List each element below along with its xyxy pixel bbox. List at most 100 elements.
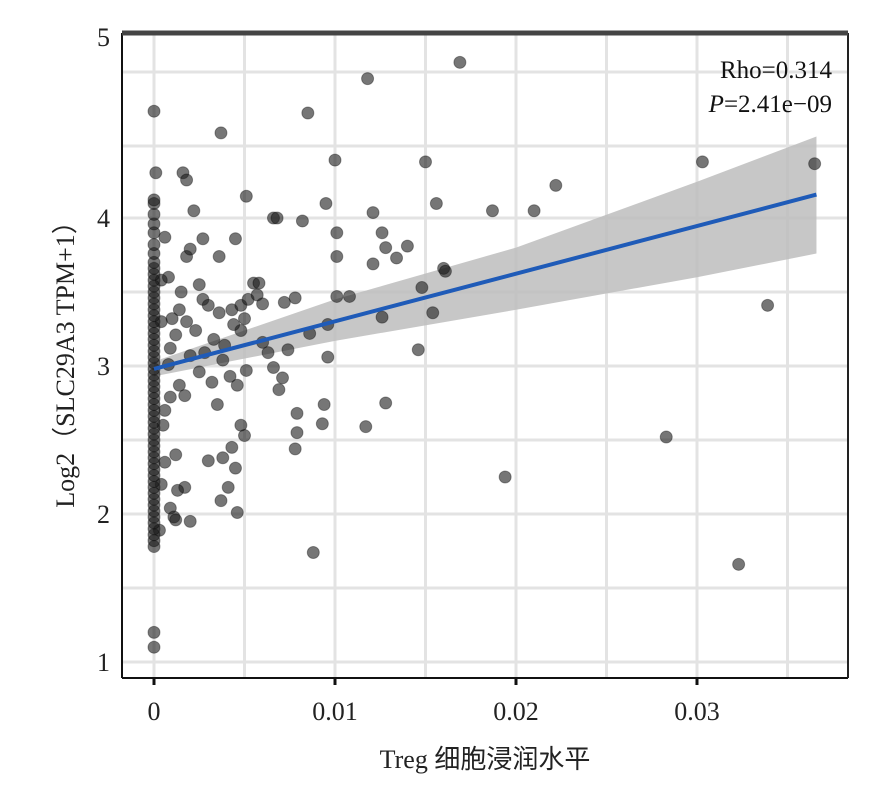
data-point [158, 455, 172, 469]
data-point [216, 451, 230, 465]
data-point [375, 226, 389, 240]
p-annotation: P=2.41e−09 [708, 91, 832, 118]
data-point [252, 276, 266, 290]
data-point [180, 173, 194, 187]
data-point [147, 640, 161, 654]
plot-frame [121, 30, 849, 679]
data-point [174, 285, 188, 299]
data-point [288, 291, 302, 305]
data-point [361, 72, 375, 86]
data-point [147, 104, 161, 118]
data-point [216, 353, 230, 367]
data-point [276, 371, 290, 385]
data-point [147, 193, 161, 207]
data-point [306, 545, 320, 559]
data-point [180, 315, 194, 329]
data-point [498, 470, 512, 484]
data-point [315, 417, 329, 431]
data-point [272, 383, 286, 397]
data-point [277, 295, 291, 309]
data-point [250, 288, 264, 302]
data-point [527, 204, 541, 218]
data-point [192, 278, 206, 292]
data-point [183, 242, 197, 256]
data-point [549, 178, 563, 192]
data-point [659, 430, 673, 444]
data-point [761, 298, 775, 312]
data-point [238, 312, 251, 326]
x-tick-label: 0.01 [312, 697, 358, 726]
data-point [366, 257, 380, 271]
data-point [732, 557, 746, 571]
data-point [390, 251, 404, 265]
data-point [158, 230, 172, 244]
data-point [169, 328, 183, 342]
p-value: =2.41e−09 [724, 91, 832, 118]
data-point [366, 206, 380, 220]
y-tick-label: 1 [97, 648, 110, 677]
data-point [290, 426, 304, 440]
data-point [328, 153, 342, 167]
y-tick-label: 4 [97, 204, 110, 233]
data-point [205, 375, 219, 389]
data-point [207, 332, 221, 346]
data-point [189, 323, 203, 337]
data-point [270, 211, 284, 225]
data-point [192, 365, 206, 379]
data-point [230, 378, 244, 392]
rho-annotation: Rho=0.314 [720, 57, 833, 84]
data-point [163, 390, 177, 404]
data-point [415, 281, 429, 295]
data-point [228, 232, 242, 246]
data-point [330, 226, 344, 240]
regression-line [153, 192, 817, 371]
data-point [261, 346, 275, 360]
data-point [295, 214, 309, 228]
data-point [342, 289, 356, 303]
x-axis-title: Treg 细胞浸润水平 [380, 745, 591, 774]
data-point [147, 207, 161, 221]
data-point [201, 454, 215, 468]
data-point [317, 397, 331, 411]
y-tick-label: 2 [97, 500, 110, 529]
data-point [695, 155, 709, 169]
data-point [158, 403, 172, 417]
data-point [212, 306, 226, 320]
data-point [171, 483, 185, 497]
data-point [266, 360, 280, 374]
y-tick-label: 3 [97, 352, 110, 381]
data-point [183, 514, 197, 528]
data-point [172, 303, 186, 317]
y-axis: 1 2 3 4 5 [97, 23, 110, 677]
data-point [210, 397, 224, 411]
x-axis: 0 0.01 0.02 0.03 [148, 678, 720, 726]
data-point [196, 232, 210, 246]
data-point [319, 197, 333, 211]
y-tick-label: 5 [97, 23, 110, 52]
data-point [225, 440, 239, 454]
data-point [359, 420, 373, 434]
data-point [169, 448, 183, 462]
data-point [214, 126, 228, 140]
data-point [330, 289, 344, 303]
data-point [419, 155, 432, 169]
data-point [400, 239, 414, 253]
data-point [429, 197, 443, 211]
data-point [161, 270, 175, 284]
y-axis-title: Log2（SLC29A3 TPM+1） [51, 208, 80, 508]
data-point [438, 264, 452, 278]
data-point [379, 396, 393, 410]
data-point [411, 343, 425, 357]
data-point [375, 310, 389, 324]
data-point [228, 461, 242, 475]
confidence-band [154, 136, 817, 377]
data-point [290, 406, 304, 420]
data-point [256, 297, 270, 311]
data-point [147, 238, 161, 252]
data-point [178, 389, 192, 403]
data-point [201, 298, 215, 312]
data-point [147, 625, 161, 639]
data-point [172, 378, 186, 392]
data-point [169, 513, 183, 527]
data-point [426, 306, 440, 320]
